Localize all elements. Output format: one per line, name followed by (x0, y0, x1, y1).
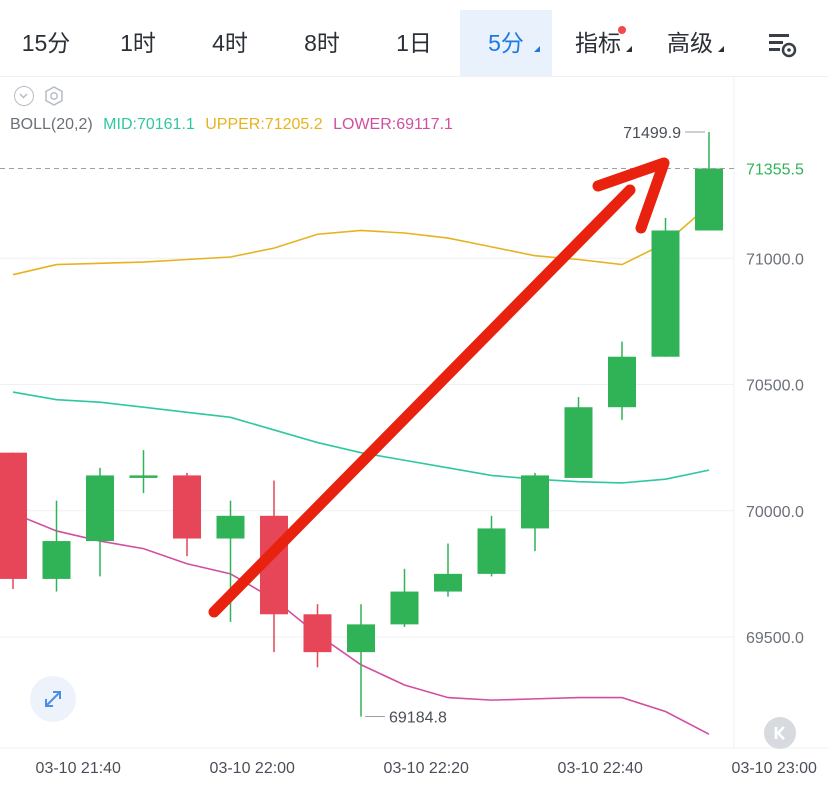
candle-body (651, 230, 680, 357)
current-price-label: 71355.5 (746, 161, 804, 178)
boll-lower: LOWER:69117.1 (333, 116, 453, 133)
tab-label: 高级 (667, 30, 713, 56)
x-tick-label: 03-10 22:40 (558, 760, 644, 777)
candle-body (434, 573, 462, 592)
dropdown-corner-icon (718, 46, 724, 52)
x-tick-label: 03-10 22:00 (210, 760, 296, 777)
candle-body (216, 515, 245, 539)
tab-6[interactable]: 指标 (552, 10, 644, 76)
collapse-indicator-icon[interactable] (14, 86, 34, 106)
y-tick-label: 70000.0 (746, 504, 804, 521)
min-label: 69184.8 (389, 710, 447, 727)
tab-5[interactable]: 5分 (460, 10, 552, 76)
candle-body (86, 475, 114, 542)
x-tick-label: 03-10 22:20 (384, 760, 470, 777)
trend-arrow-head (592, 157, 670, 234)
candle-body (608, 356, 636, 408)
max-label: 71499.9 (623, 125, 681, 142)
return-latest-icon (774, 726, 785, 740)
x-tick-label: 03-10 21:40 (36, 760, 122, 777)
y-tick-label: 70500.0 (746, 378, 804, 395)
y-tick-label: 71000.0 (746, 251, 804, 268)
chart-settings-icon (769, 34, 797, 58)
tab-7[interactable]: 高级 (644, 10, 736, 76)
candle-body (173, 475, 201, 539)
tab-label: 4时 (212, 30, 248, 56)
candle-body (564, 407, 593, 478)
boll-mid: MID:70161.1 (103, 116, 195, 133)
tab-label: 5分 (488, 30, 524, 56)
candle-body (347, 624, 375, 653)
x-tick-label: 03-10 23:00 (732, 760, 818, 777)
candle-body (303, 614, 332, 653)
candle-body (129, 475, 158, 478)
candle-body (0, 452, 27, 579)
y-tick-label: 69500.0 (746, 630, 804, 647)
candle-body (390, 591, 419, 625)
return-latest-button[interactable] (764, 717, 796, 749)
zoom-button[interactable] (30, 676, 76, 722)
tab-1[interactable]: 1时 (92, 10, 184, 76)
expand-icon (45, 691, 61, 707)
notification-dot (618, 26, 626, 34)
candle-body (695, 168, 723, 231)
current-price-tag (738, 154, 824, 183)
dropdown-corner-icon (626, 46, 632, 52)
tab-label: 指标 (575, 30, 621, 56)
tab-3[interactable]: 8时 (276, 10, 368, 76)
tab-0[interactable]: 15分 (0, 10, 92, 76)
boll-name: BOLL(20,2) (10, 116, 93, 133)
tab-label: 15分 (21, 30, 71, 56)
boll-upper-line (12, 204, 710, 276)
boll-legend: BOLL(20,2) MID:70161.1 UPPER:71205.2 LOW… (10, 116, 459, 134)
candle-body (521, 475, 549, 529)
candle-body (42, 541, 71, 579)
tab-label: 1时 (120, 30, 156, 56)
timeframe-tabs: 15分 1时 4时 8时 1日 5分 指标 高级 (0, 10, 828, 77)
tab-label: 8时 (304, 30, 340, 56)
tab-2[interactable]: 4时 (184, 10, 276, 76)
indicator-settings-icon[interactable] (44, 86, 64, 106)
chart-settings-button[interactable] (760, 10, 810, 76)
boll-mid-line (12, 391, 710, 484)
candle-body (477, 528, 506, 574)
tab-4[interactable]: 1日 (368, 10, 460, 76)
boll-upper: UPPER:71205.2 (205, 116, 323, 133)
dropdown-corner-icon (534, 46, 540, 52)
trend-arrow-shaft (208, 184, 636, 618)
tab-label: 1日 (396, 30, 432, 56)
